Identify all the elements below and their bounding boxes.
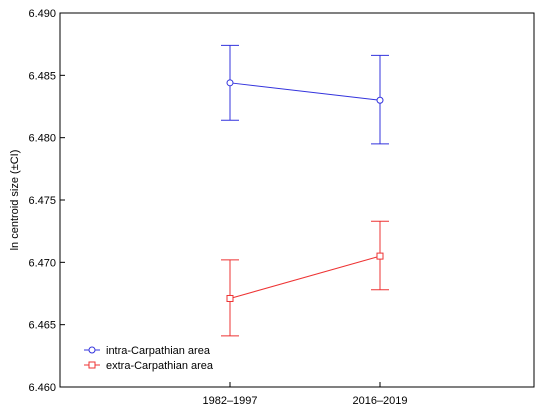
- data-point: [226, 79, 234, 87]
- y-tick-label: 6.485: [28, 70, 56, 82]
- legend: intra-Carpathian area extra-Carpathian ar…: [84, 345, 214, 372]
- y-tick-label: 6.480: [28, 133, 56, 145]
- data-point: [376, 252, 384, 260]
- legend-swatch-marker: [88, 346, 96, 354]
- y-tick-label: 6.465: [28, 320, 56, 332]
- legend-label: extra-Carpathian area: [106, 360, 214, 372]
- legend-swatch-marker: [88, 361, 96, 369]
- series-circle: [221, 44, 389, 145]
- y-axis-title: ln centroid size (±CI): [9, 150, 21, 251]
- legend-label: intra-Carpathian area: [106, 345, 211, 357]
- data-point: [376, 96, 384, 104]
- y-axis: 6.460 6.465 6.470 6.475 6.480 6.485 6.490: [28, 8, 65, 394]
- series-line: [229, 255, 381, 299]
- x-tick-label: 2016–2019: [352, 395, 407, 407]
- series-line: [229, 82, 381, 101]
- x-tick-label: 1982–1997: [202, 395, 257, 407]
- series-square: [221, 220, 389, 337]
- y-tick-label: 6.490: [28, 8, 56, 20]
- y-tick-label: 6.460: [28, 382, 56, 394]
- plot-frame: [59, 12, 535, 388]
- y-tick-label: 6.470: [28, 257, 56, 269]
- y-tick-label: 6.475: [28, 195, 56, 207]
- series-layer: [221, 44, 389, 337]
- data-point: [226, 294, 234, 302]
- x-axis: 1982–1997 2016–2019: [202, 382, 408, 407]
